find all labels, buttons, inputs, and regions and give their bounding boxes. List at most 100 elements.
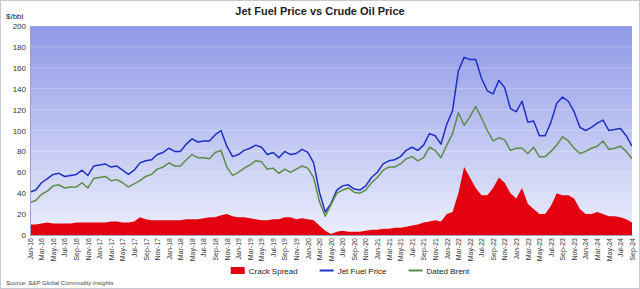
x-tick-label: Nov-20: [362, 238, 369, 261]
x-tick: Mar-23: [525, 235, 532, 260]
x-tick-label: Jan-23: [513, 238, 520, 260]
y-tick-label: 180: [13, 43, 27, 52]
grid-line: [30, 193, 632, 194]
x-tick-label: Jul-23: [548, 238, 555, 257]
marks: [30, 57, 632, 235]
x-tick-label: Jan-20: [305, 238, 312, 260]
x-tick-label: May-20: [328, 238, 336, 261]
y-tick: 160: [13, 64, 30, 73]
x-tick: Jan-20: [305, 235, 312, 259]
legend-item: Crack Spread: [231, 267, 298, 276]
x-tick: Mar-18: [177, 235, 184, 260]
x-tick-label: May-24: [606, 238, 614, 261]
x-tick: Sep-18: [212, 235, 220, 261]
x-tick-label: Nov-23: [571, 238, 578, 261]
x-tick-label: Jul-22: [478, 238, 485, 257]
grid-line: [30, 172, 632, 173]
x-tick: Nov-21: [432, 235, 439, 261]
x-tick: Jul-22: [478, 235, 485, 257]
legend: Crack SpreadJet Fuel PriceDated Brent: [231, 267, 470, 276]
y-tick-label: 60: [17, 168, 26, 177]
x-tick-label: May-22: [467, 238, 475, 261]
x-tick-label: Jul-20: [339, 238, 346, 257]
x-tick: Nov-19: [293, 235, 300, 261]
x-tick-label: Mar-20: [316, 238, 323, 260]
grid-line: [30, 88, 632, 89]
x-tick: May-20: [328, 235, 336, 261]
x-tick-label: Sep-17: [143, 238, 151, 261]
x-tick-label: Jul-17: [131, 238, 138, 257]
x-tick: Nov-23: [571, 235, 578, 261]
y-tick: 180: [13, 43, 30, 52]
x-tick: Jan-16: [27, 235, 34, 259]
x-tick: May-22: [467, 235, 475, 261]
x-tick-label: Jul-21: [409, 238, 416, 257]
y-tick-label: 100: [13, 127, 27, 136]
y-tick: 60: [17, 168, 30, 177]
source-note: Source: S&P Global Commodity Insights: [6, 280, 114, 286]
plot: 020406080100120140160180200Jan-16Mar-16M…: [13, 22, 637, 261]
y-tick: 100: [13, 127, 30, 136]
x-tick-label: Jan-18: [166, 238, 173, 260]
x-tick: May-21: [397, 235, 405, 261]
x-tick-label: Sep-22: [490, 238, 498, 261]
x-tick: Mar-17: [108, 235, 115, 260]
x-tick: Sep-24: [629, 235, 637, 261]
x-tick-label: Sep-19: [281, 238, 289, 261]
x-tick: Jul-20: [339, 235, 346, 257]
x-tick: Mar-19: [247, 235, 254, 260]
x-tick-label: Jul-24: [617, 238, 624, 257]
x-tick: May-19: [258, 235, 266, 261]
x-tick: Mar-21: [386, 235, 393, 260]
x-tick-label: Nov-22: [501, 238, 508, 261]
chart-title: Jet Fuel Price vs Crude Oil Price: [235, 5, 404, 17]
x-tick-label: Jan-22: [444, 238, 451, 260]
x-tick-label: Sep-20: [351, 238, 359, 261]
x-tick-label: Sep-21: [420, 238, 428, 261]
x-tick: Jul-19: [270, 235, 277, 257]
x-tick-label: Jan-21: [374, 238, 381, 260]
y-tick: 80: [17, 147, 30, 156]
y-axis-line: [30, 27, 31, 236]
x-tick-label: Nov-16: [85, 238, 92, 261]
x-tick-label: Mar-23: [525, 238, 532, 260]
area-series: [30, 167, 632, 235]
x-tick-label: Sep-24: [629, 238, 637, 261]
x-tick: May-23: [536, 235, 544, 261]
grid-line: [30, 26, 632, 27]
y-tick-label: 200: [13, 22, 27, 31]
x-tick-label: May-23: [536, 238, 544, 261]
x-tick-label: Jan-24: [582, 238, 589, 260]
x-tick: Mar-24: [594, 235, 601, 260]
x-tick: Sep-23: [559, 235, 567, 261]
x-tick-label: Mar-19: [247, 238, 254, 260]
grid: [30, 26, 632, 235]
x-tick-label: Jul-16: [61, 238, 68, 257]
x-tick: May-18: [189, 235, 197, 261]
x-tick: Jul-21: [409, 235, 416, 257]
x-tick: Nov-16: [85, 235, 92, 261]
x-tick: Nov-17: [154, 235, 161, 261]
legend-symbol: [320, 270, 334, 272]
legend-symbol: [231, 267, 245, 274]
x-tick-label: Sep-23: [559, 238, 567, 261]
y-tick: 20: [17, 210, 30, 219]
x-tick: Mar-16: [38, 235, 45, 260]
chart-background: [1, 1, 640, 289]
x-tick-label: Mar-21: [386, 238, 393, 260]
grid-line: [30, 151, 632, 152]
x-tick-label: May-21: [397, 238, 405, 261]
x-tick-label: Jan-16: [27, 238, 34, 260]
x-tick: Jan-21: [374, 235, 381, 259]
y-axis: 020406080100120140160180200: [13, 22, 31, 240]
plot-background: [30, 26, 632, 235]
x-tick: Jul-24: [617, 235, 624, 257]
x-tick-label: Jul-18: [200, 238, 207, 257]
line-series: [30, 106, 632, 216]
y-tick: 140: [13, 85, 30, 94]
x-tick-label: Jan-17: [96, 238, 103, 260]
x-tick-label: Sep-16: [73, 238, 81, 261]
x-tick-label: Jan-19: [235, 238, 242, 260]
x-tick: Jan-24: [582, 235, 589, 259]
x-tick-label: Nov-17: [154, 238, 161, 261]
